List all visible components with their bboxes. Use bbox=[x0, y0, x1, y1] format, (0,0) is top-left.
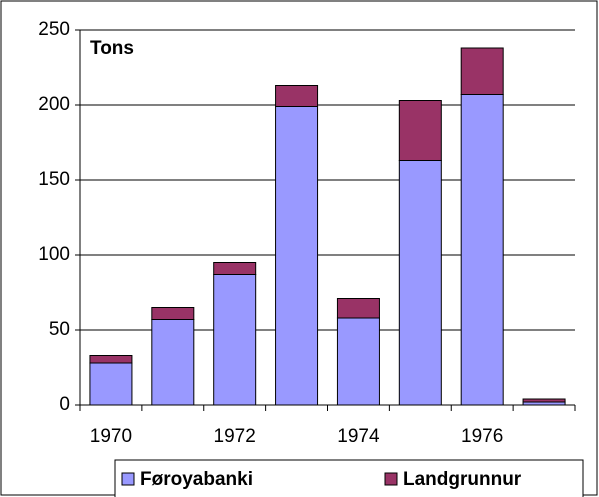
bar-segment bbox=[398, 160, 442, 406]
y-tick-label: 150 bbox=[38, 169, 70, 190]
legend-swatch bbox=[384, 472, 398, 486]
y-tick-label: 100 bbox=[38, 244, 70, 265]
x-tick-label: 1974 bbox=[337, 426, 380, 447]
bar-segment bbox=[213, 274, 257, 406]
x-tick-label: 1970 bbox=[90, 426, 132, 447]
bar-segment bbox=[275, 85, 319, 107]
bar-segment bbox=[275, 106, 319, 406]
bar-segment bbox=[151, 307, 195, 320]
y-tick-label: 50 bbox=[49, 319, 70, 340]
unit-annotation: Tons bbox=[90, 38, 134, 59]
x-tick-label: 1976 bbox=[461, 426, 503, 447]
y-tick-label: 250 bbox=[38, 19, 70, 40]
bar-segment bbox=[522, 398, 566, 403]
bar-segment bbox=[336, 317, 380, 406]
legend-label: Føroyabanki bbox=[140, 469, 253, 490]
bar-segment bbox=[460, 94, 504, 406]
y-tick-label: 200 bbox=[38, 94, 70, 115]
bar-segment bbox=[151, 319, 195, 406]
bar-segment bbox=[213, 262, 257, 275]
bar-segment bbox=[89, 362, 133, 406]
x-tick-label: 1972 bbox=[214, 426, 256, 447]
bar-segment bbox=[460, 47, 504, 95]
y-tick-label: 0 bbox=[59, 394, 70, 415]
legend-box bbox=[114, 459, 584, 497]
bar-segment bbox=[336, 298, 380, 319]
bar-segment bbox=[398, 100, 442, 161]
legend-swatch bbox=[121, 472, 135, 486]
legend-label: Landgrunnur bbox=[403, 469, 522, 490]
bar-segment bbox=[89, 355, 133, 364]
